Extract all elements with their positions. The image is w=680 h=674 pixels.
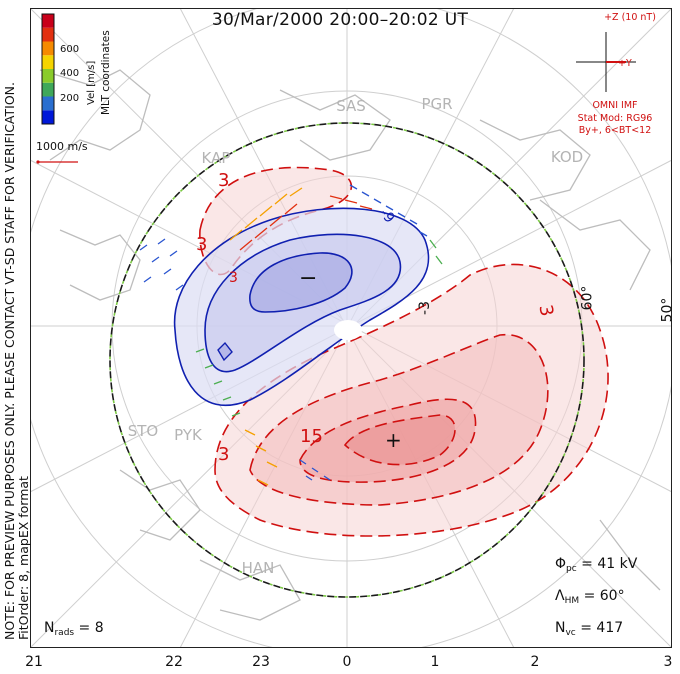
contour-label: 3 — [229, 270, 238, 286]
scale-label: 1000 m/s — [36, 140, 88, 153]
station-label: HAN — [241, 559, 275, 577]
contour-label: -3 — [416, 301, 433, 315]
imf-axis-z: +Z (10 nT) — [604, 12, 656, 23]
colorbar-swatch — [42, 82, 54, 97]
station-label: PYK — [174, 426, 202, 444]
colorbar-label: Vel [m/s] — [86, 60, 97, 105]
x-tick: 3 — [663, 654, 673, 670]
colorbar-tick: 600 — [60, 44, 80, 55]
x-tick: 22 — [165, 654, 183, 670]
hm-boundary — [109, 122, 585, 598]
imf-source: OMNI IMF — [592, 100, 638, 111]
fitorder-note: FitOrder: 8, mapEX format — [16, 476, 31, 640]
station-label: KOD — [550, 148, 584, 166]
station-label: STO — [127, 422, 159, 440]
imf-condition: By+, 6<BT<12 — [578, 125, 652, 136]
contour-label: 15 — [300, 426, 323, 447]
plot-frame — [30, 8, 672, 648]
x-tick: 2 — [530, 654, 540, 670]
colorbar-swatch — [42, 55, 54, 69]
colorbar-swatch — [42, 110, 54, 124]
max-marker: + — [385, 428, 402, 452]
lambda-hm: ΛHM = 60° — [555, 588, 625, 606]
x-tick: 23 — [252, 654, 270, 670]
mlt-label: MLT coordinates — [100, 30, 112, 115]
lat-label: 60° — [579, 285, 596, 311]
n-rads: Nrads = 8 — [44, 620, 104, 638]
colorbar-swatch — [42, 69, 54, 83]
coastlines — [39, 69, 661, 621]
negative-cell — [173, 207, 430, 406]
imf-axis-y: +Y — [618, 58, 632, 69]
station-label: KAP — [201, 149, 231, 167]
contour-label: 3 — [196, 234, 208, 255]
colorbar-tick: 400 — [60, 68, 80, 79]
x-tick: 0 — [342, 654, 352, 670]
velocity-vectors — [139, 184, 443, 486]
contour-label: 3 — [218, 444, 230, 465]
x-tick: 21 — [25, 654, 43, 670]
contour-label: 3 — [218, 170, 230, 191]
colorbar-swatch — [42, 96, 54, 111]
colorbar-swatch — [42, 27, 54, 42]
n-vc: Nvc = 417 — [555, 620, 624, 638]
colorbar — [41, 13, 55, 125]
phi-pc: Φpc = 41 kV — [555, 556, 638, 574]
lat-label: 50° — [659, 297, 676, 323]
colorbar-swatch — [42, 14, 54, 28]
colorbar-tick: 200 — [60, 93, 80, 104]
x-tick: 1 — [430, 654, 440, 670]
colorbar-swatch — [42, 41, 54, 56]
min-marker: − — [299, 266, 318, 291]
station-label: SAS — [336, 97, 366, 115]
colorbar-border — [41, 13, 55, 125]
imf-model: Stat Mod: RG96 — [577, 113, 653, 124]
preview-note: NOTE: FOR PREVIEW PURPOSES ONLY. PLEASE … — [2, 82, 17, 640]
station-label: PGR — [421, 95, 453, 113]
page-title: 30/Mar/2000 20:00–20:02 UT — [211, 10, 469, 30]
